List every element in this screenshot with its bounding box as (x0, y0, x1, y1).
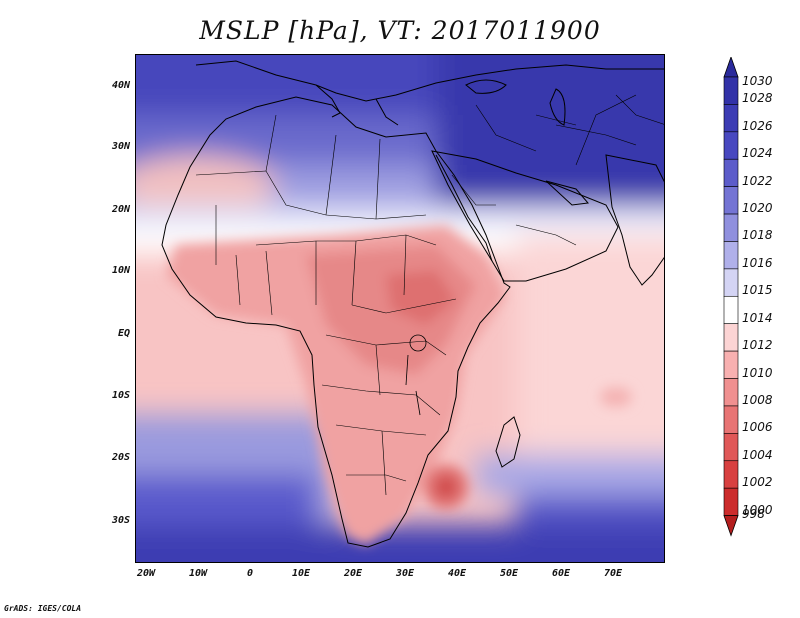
map-plot-area (135, 54, 665, 563)
colorbar-level-label: 1014 (742, 310, 773, 325)
colorbar-level-label: 1002 (742, 475, 773, 490)
colorbar-level-label: 1020 (742, 201, 773, 216)
colorbar-swatch (723, 131, 739, 160)
colorbar-level-label: 1018 (742, 228, 773, 243)
lat-label-10n: 10N (111, 265, 130, 276)
colorbar-swatch (723, 213, 739, 242)
colorbar-level-label: 1028 (742, 91, 773, 106)
lon-label-40e: 40E (447, 568, 467, 579)
colorbar-level-label: 1015 (742, 283, 773, 298)
colorbar-swatch (723, 186, 739, 215)
lat-label-eq: EQ (117, 328, 130, 339)
lon-label-10e: 10E (291, 568, 311, 579)
colorbar-swatch (723, 76, 739, 105)
map-title: MSLP [hPa], VT: 2017011900 (199, 16, 601, 45)
colorbar-level-label: 1008 (742, 392, 773, 407)
colorbar-level-label: 1030 (742, 74, 773, 88)
colorbar-swatch (723, 268, 739, 297)
country-borders (195, 94, 664, 496)
colorbar-swatch (723, 158, 739, 187)
colorbar-swatch (723, 487, 739, 516)
colorbar-level-label: 1000 (742, 502, 773, 517)
colorbar-level-label: 998 (742, 506, 765, 521)
colorbar-level-label: 1004 (742, 447, 773, 462)
colorbar-swatch (723, 433, 739, 462)
lat-label-20s: 20S (111, 452, 130, 463)
continental-low-shading (166, 225, 632, 545)
colorbar (723, 57, 739, 537)
colorbar-swatch (723, 460, 739, 489)
lat-label-10s: 10S (111, 390, 130, 401)
colorbar-swatch (723, 241, 739, 270)
lakes (405, 334, 427, 416)
lon-label-0: 0 (246, 568, 254, 579)
lat-label-40n: 40N (111, 80, 130, 91)
lon-label-50e: 50E (499, 568, 519, 579)
colorbar-level-label: 1022 (742, 173, 773, 188)
colorbar-swatch (723, 104, 739, 133)
colorbar-top-arrow (723, 57, 739, 78)
colorbar-swatch (723, 405, 739, 434)
colorbar-swatch (723, 323, 739, 352)
lon-label-20e: 20E (343, 568, 363, 579)
colorbar-level-label: 1016 (742, 255, 773, 270)
colorbar-level-label: 1026 (742, 118, 773, 133)
colorbar-level-label: 1024 (742, 146, 773, 161)
footer-credit: GrADS: IGES/COLA (4, 604, 82, 613)
colorbar-bottom-arrow (723, 515, 739, 537)
lon-label-30e: 30E (395, 568, 415, 579)
pressure-field-shading (136, 55, 664, 562)
colorbar-swatch (723, 295, 739, 325)
pressure-field-map (136, 55, 664, 562)
lat-label-30s: 30S (111, 515, 130, 526)
lat-label-30n: 30N (111, 141, 130, 152)
lon-label-60e: 60E (551, 568, 571, 579)
colorbar-swatch (723, 350, 739, 379)
colorbar-level-label: 1010 (742, 365, 773, 380)
coastlines (161, 60, 664, 548)
lon-label-20w: 20W (136, 568, 156, 579)
colorbar-swatch (723, 378, 739, 407)
colorbar-level-label: 1006 (742, 420, 773, 435)
lat-label-20n: 20N (111, 204, 130, 215)
lon-label-10w: 10W (188, 568, 208, 579)
colorbar-level-label: 1012 (742, 338, 773, 353)
lon-label-70e: 70E (603, 568, 623, 579)
